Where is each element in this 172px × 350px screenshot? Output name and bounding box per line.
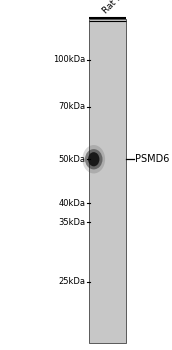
Ellipse shape — [82, 145, 105, 174]
Text: 70kDa: 70kDa — [58, 102, 85, 111]
Text: 35kDa: 35kDa — [58, 218, 85, 227]
Ellipse shape — [85, 149, 103, 169]
Text: 50kDa: 50kDa — [58, 155, 85, 164]
Ellipse shape — [88, 152, 99, 166]
Bar — [89, 19, 126, 343]
Text: 25kDa: 25kDa — [58, 277, 85, 286]
Text: PSMD6: PSMD6 — [135, 154, 169, 164]
Text: 40kDa: 40kDa — [58, 198, 85, 208]
Text: Rat brain: Rat brain — [101, 0, 137, 16]
Text: 100kDa: 100kDa — [53, 55, 85, 64]
